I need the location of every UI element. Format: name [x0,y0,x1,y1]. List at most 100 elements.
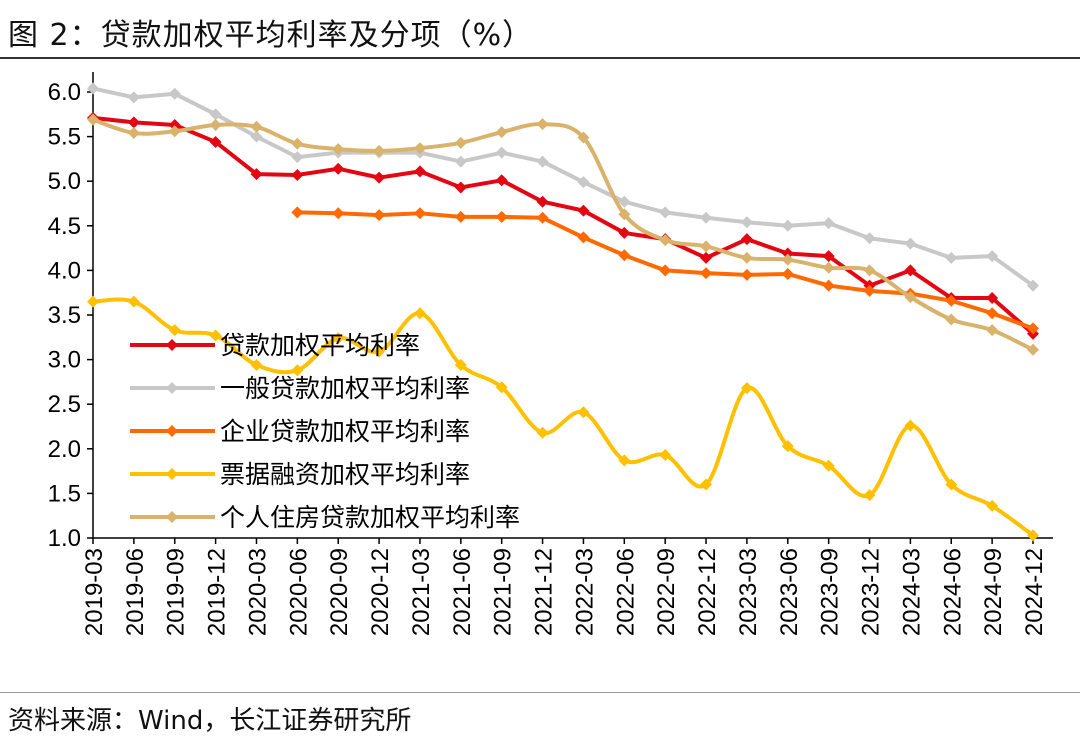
x-tick-label: 2022-12 [694,548,721,636]
data-point [986,292,999,305]
source-divider [0,692,1080,693]
data-point [781,440,794,453]
series-1 [87,82,1039,292]
data-point [904,291,917,304]
data-point [454,181,467,194]
data-point [495,146,508,159]
data-point [945,251,958,264]
x-tick-label: 2020-09 [326,548,353,636]
data-point [863,284,876,297]
x-tick-label: 2019-06 [122,548,149,636]
legend-label: 贷款加权平均利率 [220,331,420,360]
data-point [904,264,917,277]
data-point [659,206,672,219]
data-point [291,168,304,181]
legend-marker [166,382,178,394]
legend-item: 票据融资加权平均利率 [130,460,470,489]
data-point [822,459,835,472]
data-point [536,118,549,131]
data-point [618,208,631,221]
data-point [822,261,835,274]
legend-label: 企业贷款加权平均利率 [220,417,470,446]
data-point [577,406,590,419]
data-point [659,234,672,247]
y-tick-label: 4.5 [48,213,81,240]
data-point [332,162,345,175]
data-point [209,329,222,342]
y-tick-label: 3.5 [48,302,81,329]
x-tick-label: 2024-09 [980,548,1007,636]
data-point [904,419,917,432]
data-point [659,449,672,462]
data-point [577,231,590,244]
data-point [945,478,958,491]
data-point [168,87,181,100]
x-tick-label: 2021-03 [408,548,435,636]
x-tick-label: 2019-09 [163,548,190,636]
x-tick-label: 2024-06 [939,548,966,636]
data-point [863,264,876,277]
series-line [92,86,1035,288]
data-point [332,332,345,345]
data-point [250,168,263,181]
data-point [945,313,958,326]
legend-item: 贷款加权平均利率 [130,331,420,360]
data-point [168,125,181,138]
x-tick-label: 2024-12 [1021,548,1048,636]
x-tick-label: 2022-09 [653,548,680,636]
y-tick-label: 3.0 [48,347,81,374]
data-point [822,217,835,230]
series-2 [291,206,1039,335]
legend-label: 个人住房贷款加权平均利率 [220,503,520,532]
series-3 [87,295,1039,542]
data-point [495,174,508,187]
data-point [700,267,713,280]
data-point [700,211,713,224]
data-point [373,209,386,222]
data-point [495,126,508,139]
data-point [127,295,140,308]
legend-marker [166,511,178,523]
legend-item: 个人住房贷款加权平均利率 [130,503,520,532]
source-note: 资料来源：Wind，长江证券研究所 [8,706,412,736]
data-point [659,264,672,277]
chart-title: 图 2：贷款加权平均利率及分项（%） [8,18,534,53]
data-point [127,127,140,140]
data-point [986,250,999,263]
legend-item: 一般贷款加权平均利率 [130,374,470,403]
data-point [373,144,386,157]
y-tick-label: 4.0 [48,257,81,284]
data-point [536,195,549,208]
data-point [1027,322,1039,335]
series-4 [87,113,1039,356]
x-tick-label: 2023-09 [817,548,844,636]
data-point [740,382,753,395]
data-point [373,171,386,184]
data-point [250,120,263,133]
data-point [700,240,713,253]
data-point [413,165,426,178]
data-point [986,307,999,320]
x-tick-label: 2021-06 [449,548,476,636]
data-point [413,142,426,155]
data-point [577,176,590,189]
data-point [986,324,999,337]
data-point [87,113,99,126]
legend-marker [166,339,178,351]
y-tick-label: 5.5 [48,124,81,151]
data-point [781,219,794,232]
x-tick-label: 2022-06 [612,548,639,636]
y-tick-label: 6.0 [48,79,81,106]
data-point [250,358,263,371]
series-0 [87,111,1039,340]
data-point [536,426,549,439]
data-point [291,137,304,150]
data-point [700,251,713,264]
data-point [250,130,263,143]
y-tick-label: 2.5 [48,391,81,418]
x-tick-label: 2023-12 [858,548,885,636]
data-point [168,324,181,337]
data-point [822,279,835,292]
data-point [618,454,631,467]
